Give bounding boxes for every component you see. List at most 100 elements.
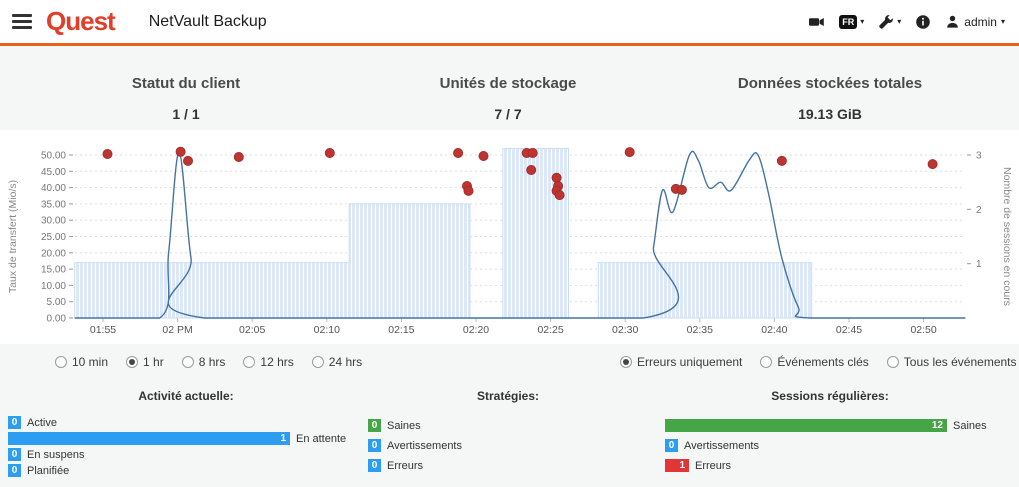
strategies-row-errors: 0 Erreurs <box>368 459 462 472</box>
bar-label: Planifiée <box>27 464 70 477</box>
error-event-dot[interactable] <box>233 151 244 162</box>
radio-10min[interactable]: 10 min <box>55 355 108 369</box>
radio-label: Événements clés <box>777 355 869 369</box>
error-event-dot[interactable] <box>182 155 193 166</box>
tools-menu[interactable]: ▾ <box>878 14 901 30</box>
x-axis-tick: 01:55 <box>90 324 116 336</box>
x-axis-tick: 02:15 <box>388 324 414 336</box>
radio-button[interactable] <box>760 356 773 368</box>
strategies-row-warnings: 0 Avertissements <box>368 439 462 452</box>
activity-held-count[interactable]: 0 <box>8 448 21 461</box>
left-axis-tick: 15.00 <box>41 265 66 276</box>
radio-button[interactable] <box>181 356 194 368</box>
error-event-dot[interactable] <box>927 159 938 170</box>
chevron-down-icon: ▾ <box>1000 16 1005 26</box>
stat-value: 7 / 7 <box>494 106 522 122</box>
bar-label: En attente <box>296 432 347 445</box>
radio-label: 12 hrs <box>260 355 294 369</box>
radio-button[interactable] <box>243 356 256 368</box>
x-axis-tick: 02:05 <box>239 324 265 336</box>
right-axis-tick: 2 <box>976 205 982 216</box>
stat-value: 19.13 GiB <box>798 106 862 122</box>
x-axis-tick: 02:10 <box>314 324 340 336</box>
error-event-dot[interactable] <box>776 155 787 166</box>
left-axis-tick: 45.00 <box>41 167 66 178</box>
error-event-dot[interactable] <box>175 146 186 157</box>
language-selector[interactable]: FR ▾ <box>839 14 865 29</box>
radio-all-events[interactable]: Tous les événements <box>886 355 1017 369</box>
bar-label: Saines <box>387 419 421 432</box>
camera-icon[interactable] <box>808 14 825 30</box>
bar-label: Erreurs <box>387 459 424 472</box>
error-event-dot[interactable] <box>551 172 562 183</box>
radio-key-events[interactable]: Événements clés <box>760 355 869 369</box>
radio-8hrs[interactable]: 8 hrs <box>181 355 226 369</box>
radio-errors-only[interactable]: Erreurs uniquement <box>620 355 742 369</box>
activity-title: Activité actuelle: <box>138 389 234 403</box>
regular-sessions-summary: 12 Saines 0 Avertissements 1 Erreurs <box>665 419 987 479</box>
sessions-healthy-bar[interactable]: 12 <box>665 419 947 432</box>
error-event-dot[interactable] <box>102 148 113 159</box>
bar-label: Active <box>27 416 57 429</box>
event-type-filter: Erreurs uniquement Événements clés Tous … <box>620 355 1017 369</box>
activity-waiting-bar[interactable]: 1 <box>8 432 290 445</box>
strategies-errors-count[interactable]: 0 <box>368 459 381 472</box>
radio-label: Tous les événements <box>903 355 1017 369</box>
error-event-dot[interactable] <box>527 147 538 158</box>
bar-label: Avertissements <box>387 439 462 452</box>
user-name: admin <box>964 14 997 29</box>
radio-24hrs[interactable]: 24 hrs <box>311 355 363 369</box>
error-event-dot[interactable] <box>554 190 565 201</box>
menu-icon[interactable] <box>12 11 32 32</box>
sessions-errors-bar[interactable]: 1 <box>665 459 689 472</box>
radio-12hrs[interactable]: 12 hrs <box>243 355 294 369</box>
error-event-dot[interactable] <box>324 147 335 158</box>
radio-button[interactable] <box>126 356 139 368</box>
regular-sessions-title: Sessions régulières: <box>771 389 889 403</box>
sessions-warnings-count[interactable]: 0 <box>665 439 678 452</box>
stat-value: 1 / 1 <box>172 106 200 122</box>
activity-active-count[interactable]: 0 <box>8 416 21 429</box>
left-axis-tick: 20.00 <box>41 248 66 259</box>
app-header: Quest NetVault Backup FR ▾ ▾ admin ▾ <box>0 0 1019 46</box>
activity-row-held: 0 En suspens <box>8 448 346 461</box>
radio-label: 1 hr <box>143 355 164 369</box>
strategies-row-healthy: 0 Saines <box>368 419 462 432</box>
header-toolbar: FR ▾ ▾ admin ▾ <box>808 14 1005 30</box>
radio-button[interactable] <box>620 356 632 368</box>
stat-label: Statut du client <box>131 75 241 92</box>
error-event-dot[interactable] <box>624 147 635 158</box>
radio-1hr[interactable]: 1 hr <box>126 355 164 369</box>
user-menu[interactable]: admin ▾ <box>945 14 1005 29</box>
activity-row-scheduled: 0 Planifiée <box>8 464 346 477</box>
info-icon[interactable] <box>915 14 931 30</box>
activity-scheduled-count[interactable]: 0 <box>8 464 21 477</box>
radio-button[interactable] <box>886 356 899 368</box>
chevron-down-icon: ▾ <box>860 16 865 26</box>
language-badge: FR <box>839 14 858 29</box>
quest-logo: Quest <box>46 6 116 36</box>
bar-label: Saines <box>953 419 987 432</box>
radio-label: 8 hrs <box>198 355 226 369</box>
error-event-dot[interactable] <box>453 147 464 158</box>
strategies-healthy-count[interactable]: 0 <box>368 419 381 432</box>
sessions-count-line <box>74 150 966 319</box>
strategies-warnings-count[interactable]: 0 <box>368 439 381 452</box>
activity-row-waiting: 1 En attente <box>8 432 346 445</box>
error-event-dot[interactable] <box>463 185 474 196</box>
error-event-dot[interactable] <box>676 184 687 195</box>
error-event-dot[interactable] <box>526 165 537 176</box>
radio-label: 24 hrs <box>328 355 363 369</box>
bar-label: En suspens <box>27 448 85 461</box>
x-axis-tick: 02:50 <box>910 324 936 336</box>
error-event-markers[interactable] <box>102 146 938 201</box>
left-axis-tick: 50.00 <box>41 151 66 162</box>
stat-total-stored-data: Données stockées totales 19.13 GiB <box>680 75 980 122</box>
radio-button[interactable] <box>311 356 324 368</box>
radio-button[interactable] <box>55 356 67 368</box>
right-axis-tick: 1 <box>976 259 982 270</box>
stat-label: Unités de stockage <box>439 75 577 92</box>
error-event-dot[interactable] <box>478 150 489 161</box>
strategies-summary: 0 Saines 0 Avertissements 0 Erreurs <box>368 419 462 479</box>
